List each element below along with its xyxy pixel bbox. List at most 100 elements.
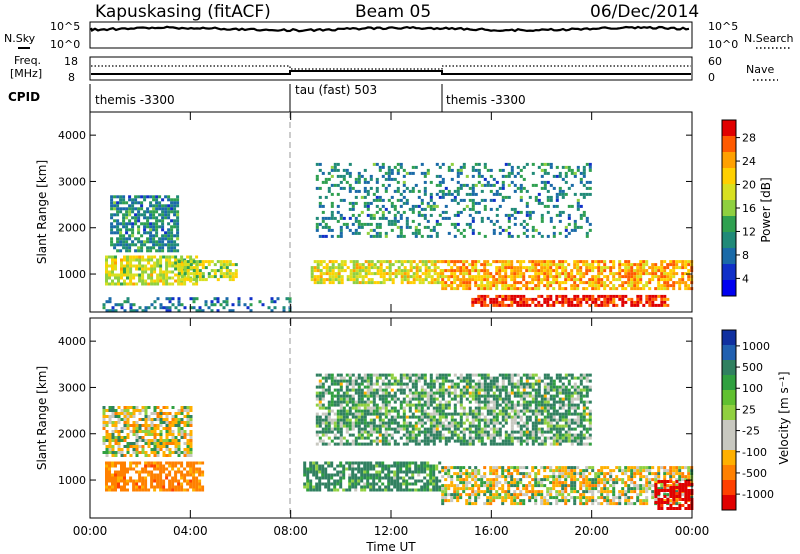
data-cell <box>591 469 595 473</box>
data-cell <box>567 263 571 267</box>
date-title: 06/Dec/2014 <box>590 2 699 22</box>
data-cell <box>483 269 487 273</box>
data-cell <box>522 225 526 229</box>
data-cell <box>321 216 325 220</box>
noise-panel: N.Sky 10^5 10^0 10^5 10^0 N.Search <box>4 20 794 51</box>
data-cell <box>558 260 562 264</box>
data-cell <box>180 261 184 265</box>
data-cell <box>198 260 202 264</box>
data-cell <box>570 297 574 301</box>
data-cell <box>408 467 412 471</box>
data-cell <box>387 394 391 398</box>
data-cell <box>495 281 499 285</box>
data-cell <box>648 484 652 488</box>
data-cell <box>558 472 562 476</box>
data-cell <box>396 162 400 166</box>
data-cell <box>171 433 175 436</box>
data-cell <box>123 424 127 427</box>
data-cell <box>173 240 177 244</box>
data-cell <box>318 222 322 226</box>
data-cell <box>372 162 376 166</box>
data-cell <box>600 469 604 473</box>
data-cell <box>621 472 625 476</box>
data-cell <box>355 281 359 285</box>
data-cell <box>427 272 431 276</box>
data-cell <box>519 472 523 476</box>
data-cell <box>504 496 508 500</box>
data-cell <box>552 275 556 279</box>
data-cell <box>189 448 193 451</box>
data-cell <box>155 219 159 223</box>
data-cell <box>396 397 400 401</box>
data-cell <box>339 424 343 428</box>
data-cell <box>663 287 667 291</box>
data-cell <box>489 275 493 279</box>
data-cell <box>672 498 676 501</box>
data-cell <box>153 255 157 259</box>
data-cell <box>675 499 679 503</box>
data-cell <box>489 284 493 288</box>
data-cell <box>435 476 439 480</box>
data-cell <box>378 234 382 238</box>
data-cell <box>441 484 445 488</box>
data-cell <box>111 261 114 265</box>
data-cell <box>567 213 571 217</box>
data-cell <box>189 255 193 259</box>
data-cell <box>354 412 358 416</box>
data-cell <box>138 255 142 259</box>
data-cell <box>510 269 514 273</box>
data-cell <box>174 267 178 271</box>
data-cell <box>495 303 499 307</box>
data-cell <box>345 430 349 434</box>
data-cell <box>249 303 253 307</box>
data-cell <box>180 421 184 424</box>
data-cell <box>486 484 490 488</box>
data-cell <box>147 473 151 477</box>
data-cell <box>471 269 475 273</box>
data-cell <box>433 278 437 282</box>
data-cell <box>336 403 340 407</box>
data-cell <box>144 467 148 471</box>
data-cell <box>558 192 562 196</box>
data-cell <box>621 269 625 273</box>
data-cell <box>174 424 178 427</box>
data-cell <box>378 461 382 465</box>
data-cell <box>666 487 670 491</box>
data-cell <box>663 472 667 476</box>
data-cell <box>543 484 547 488</box>
data-cell <box>162 418 166 421</box>
data-cell <box>405 461 409 465</box>
data-cell <box>549 502 553 506</box>
data-cell <box>582 168 586 172</box>
data-cell <box>177 297 181 301</box>
data-cell <box>594 278 598 282</box>
data-cell <box>140 222 144 226</box>
data-cell <box>351 400 355 404</box>
data-cell <box>433 281 437 285</box>
data-cell <box>486 502 490 506</box>
data-cell <box>450 466 454 470</box>
data-cell <box>170 246 174 250</box>
data-cell <box>120 473 123 477</box>
data-cell <box>198 461 202 465</box>
data-cell <box>444 275 448 279</box>
data-cell <box>546 284 550 288</box>
data-cell <box>366 485 370 489</box>
data-cell <box>678 469 682 473</box>
data-cell <box>165 282 169 286</box>
data-cell <box>531 162 535 166</box>
data-cell <box>354 195 358 199</box>
data-cell <box>513 266 517 270</box>
data-cell <box>375 177 379 181</box>
data-cell <box>367 278 371 282</box>
data-cell <box>495 260 499 264</box>
data-cell <box>477 469 481 473</box>
data-cell <box>357 222 361 226</box>
data-cell <box>537 260 541 264</box>
data-cell <box>585 490 589 494</box>
data-cell <box>630 284 634 288</box>
data-cell <box>582 484 586 488</box>
data-cell <box>579 487 583 491</box>
data-cell <box>161 213 165 217</box>
